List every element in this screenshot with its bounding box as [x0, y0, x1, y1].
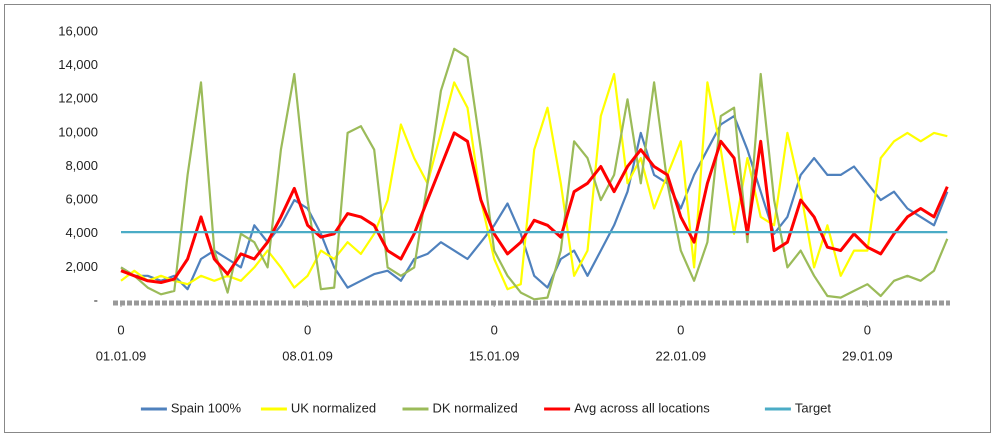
- x-tick-label: 01.01.09: [96, 348, 147, 363]
- y-tick-label: 6,000: [65, 192, 98, 207]
- y-tick-label: 14,000: [58, 57, 98, 72]
- x-tick-hour: 0: [117, 322, 124, 337]
- x-tick-hour: 0: [677, 322, 684, 337]
- x-tick-hour: 0: [491, 322, 498, 337]
- legend-label: DK normalized: [433, 400, 518, 415]
- y-tick-label: 10,000: [58, 124, 98, 139]
- x-tick-label: 29.01.09: [842, 348, 893, 363]
- x-tick-label: 08.01.09: [282, 348, 333, 363]
- x-tick-label: 15.01.09: [469, 348, 520, 363]
- legend-label: UK normalized: [291, 400, 376, 415]
- x-tick-hour: 0: [304, 322, 311, 337]
- y-tick-label: -: [94, 292, 98, 307]
- y-tick-label: 2,000: [65, 259, 98, 274]
- series-line: [120, 115, 949, 291]
- y-tick-label: 8,000: [65, 158, 98, 173]
- legend-label: Avg across all locations: [574, 400, 710, 415]
- x-tick-label: 22.01.09: [655, 348, 706, 363]
- y-tick-label: 12,000: [58, 91, 98, 106]
- y-tick-label: 4,000: [65, 225, 98, 240]
- y-tick-label: 16,000: [58, 23, 98, 38]
- series-line: [120, 47, 949, 301]
- series-line: [120, 72, 948, 291]
- legend-label: Target: [795, 400, 832, 415]
- series-line: [120, 131, 949, 284]
- legend-label: Spain 100%: [171, 400, 242, 415]
- x-tick-hour: 0: [864, 322, 871, 337]
